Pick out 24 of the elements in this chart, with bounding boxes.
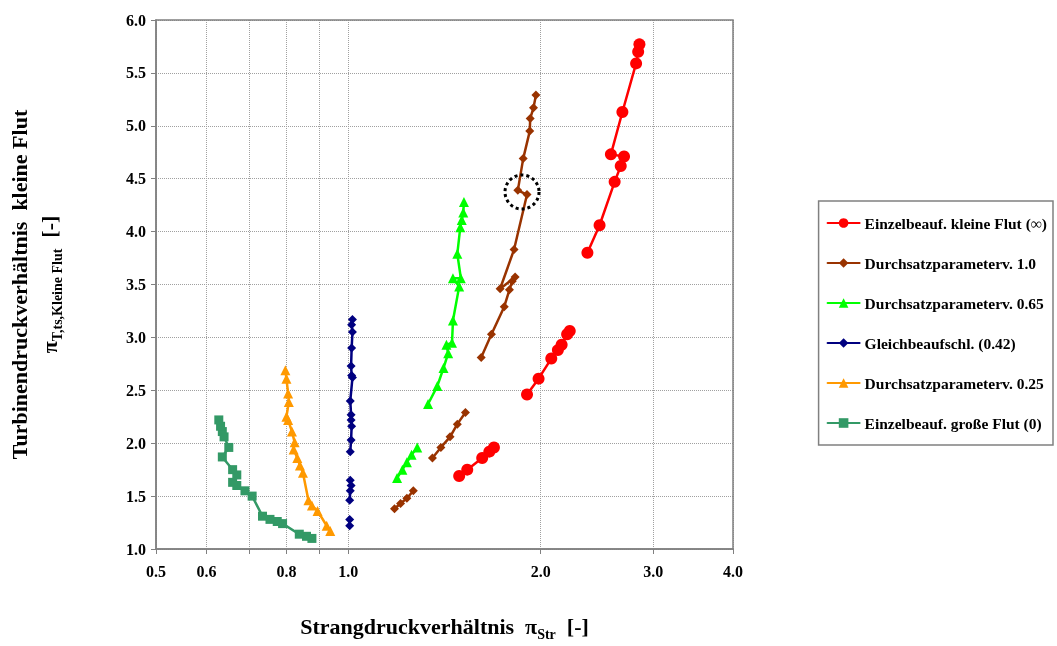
- y-tick-label: 1.0: [126, 540, 146, 558]
- y-tick-label: 2.0: [126, 434, 146, 452]
- legend-label: Durchsatzparameterv. 0.25: [864, 374, 1045, 392]
- x-tick-label: 0.8: [276, 562, 297, 580]
- x-tick-label: 0.6: [196, 562, 217, 580]
- y-tick-label: 2.5: [126, 381, 146, 399]
- y-tick-label: 6.0: [126, 11, 146, 29]
- x-tick-label: 3.0: [643, 562, 664, 580]
- legend-label: Gleichbeaufschl. (0.42): [864, 334, 1016, 353]
- legend-label: Durchsatzparameterv. 1.0: [864, 254, 1037, 272]
- legend-label: Einzelbeauf. große Flut (0): [864, 414, 1042, 433]
- x-tick-label: 2.0: [530, 562, 551, 580]
- legend-label: Durchsatzparameterv. 0.65: [864, 294, 1045, 312]
- y-tick-label: 5.5: [126, 64, 146, 82]
- x-tick-label: 1.0: [338, 562, 359, 580]
- x-tick-label: 4.0: [723, 562, 743, 580]
- y-tick-label: 3.0: [126, 328, 146, 346]
- y-tick-label: 1.5: [126, 487, 146, 505]
- y-tick-label: 5.0: [126, 117, 146, 135]
- legend-label: Einzelbeauf. kleine Flut (∞): [864, 214, 1047, 233]
- y-tick-label: 3.5: [126, 276, 146, 293]
- y-tick-label: 4.0: [126, 223, 146, 241]
- x-tick-label: 0.5: [146, 562, 166, 580]
- y-tick-label: 4.5: [126, 170, 146, 188]
